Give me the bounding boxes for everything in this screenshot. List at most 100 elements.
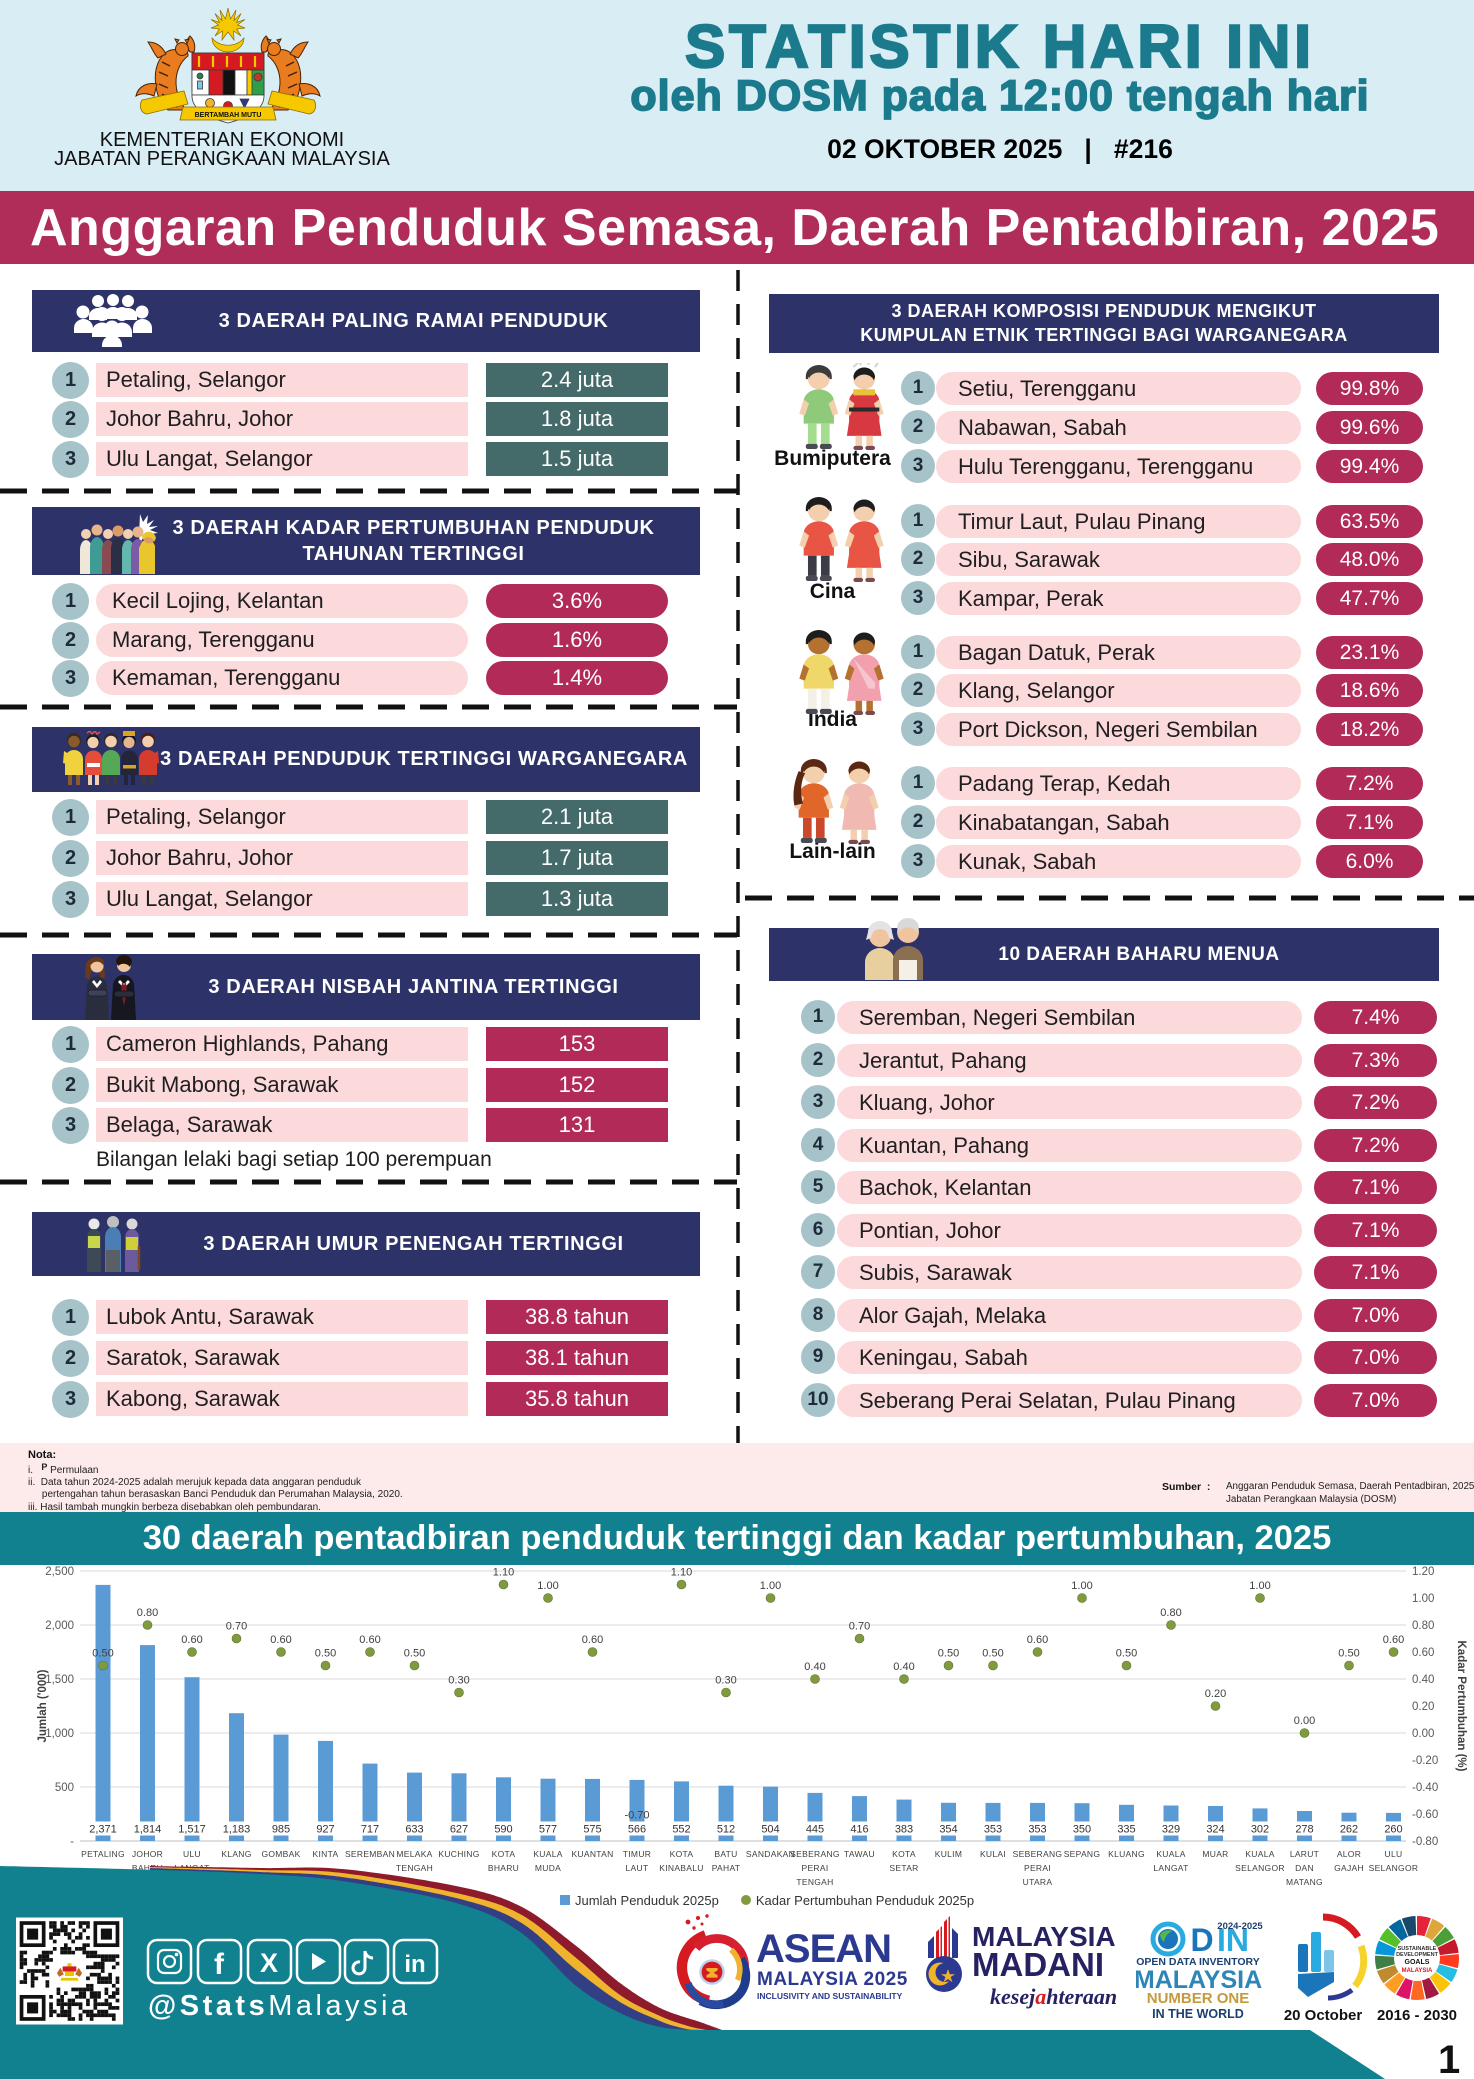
svg-text:0.20: 0.20 — [1205, 1688, 1226, 1700]
svg-text:2,500: 2,500 — [45, 1566, 74, 1578]
svg-text:504: 504 — [761, 1824, 779, 1836]
svg-text:PERAI: PERAI — [1024, 1863, 1051, 1873]
svg-text:TIMUR: TIMUR — [623, 1849, 651, 1859]
svg-text:0.60: 0.60 — [181, 1634, 202, 1646]
svg-text:JOHOR: JOHOR — [132, 1849, 163, 1859]
svg-text:SELANGOR: SELANGOR — [1235, 1863, 1285, 1873]
svg-text:0.70: 0.70 — [849, 1621, 870, 1633]
svg-text:INCLUSIVITY AND SUSTAINABILITY: INCLUSIVITY AND SUSTAINABILITY — [757, 1991, 903, 2001]
svg-text:ALOR: ALOR — [1337, 1849, 1361, 1859]
svg-text:383: 383 — [895, 1824, 913, 1836]
svg-text:KOTA: KOTA — [670, 1849, 694, 1859]
svg-text:353: 353 — [1028, 1824, 1046, 1836]
svg-text:0.60: 0.60 — [1383, 1634, 1404, 1646]
svg-text:D: D — [1190, 1922, 1213, 1958]
svg-text:329: 329 — [1162, 1824, 1180, 1836]
svg-text:KLUANG: KLUANG — [1108, 1849, 1145, 1859]
svg-text:2016 - 2030: 2016 - 2030 — [1377, 2007, 1457, 2024]
svg-text:KUANTAN: KUANTAN — [571, 1849, 613, 1859]
svg-text:2,000: 2,000 — [45, 1620, 74, 1632]
svg-text:PETALING: PETALING — [81, 1849, 125, 1859]
svg-text:0.60: 0.60 — [359, 1634, 380, 1646]
svg-text:0.50: 0.50 — [315, 1648, 336, 1660]
svg-text:-: - — [70, 1836, 74, 1848]
svg-text:512: 512 — [717, 1824, 735, 1836]
svg-text:GAJAH: GAJAH — [1334, 1863, 1364, 1873]
svg-text:-0.70: -0.70 — [624, 1810, 649, 1822]
svg-text:1.20: 1.20 — [1412, 1566, 1434, 1578]
svg-text:927: 927 — [316, 1824, 334, 1836]
svg-text:335: 335 — [1117, 1824, 1135, 1836]
svg-text:354: 354 — [939, 1824, 957, 1836]
svg-text:Kadar Pertumbuhan (%): Kadar Pertumbuhan (%) — [1455, 1641, 1467, 1772]
svg-text:LARUT: LARUT — [1290, 1849, 1319, 1859]
svg-text:278: 278 — [1295, 1824, 1313, 1836]
svg-text:KUALA: KUALA — [1156, 1849, 1185, 1859]
svg-text:1.00: 1.00 — [760, 1580, 781, 1592]
svg-text:416: 416 — [850, 1824, 868, 1836]
svg-text:IN: IN — [1217, 1922, 1249, 1958]
svg-text:SELANGOR: SELANGOR — [1369, 1863, 1419, 1873]
svg-text:627: 627 — [450, 1824, 468, 1836]
svg-text:0.40: 0.40 — [804, 1661, 825, 1673]
svg-text:MELAKA: MELAKA — [396, 1849, 432, 1859]
svg-text:TAWAU: TAWAU — [844, 1849, 875, 1859]
svg-text:KUALA: KUALA — [533, 1849, 562, 1859]
svg-text:SEBERANG: SEBERANG — [1013, 1849, 1063, 1859]
svg-text:TENGAH: TENGAH — [796, 1877, 833, 1887]
svg-text:-0.60: -0.60 — [1412, 1809, 1438, 1821]
svg-text:0.30: 0.30 — [715, 1675, 736, 1687]
svg-text:0.40: 0.40 — [893, 1661, 914, 1673]
svg-text:350: 350 — [1073, 1824, 1091, 1836]
svg-text:TENGAH: TENGAH — [396, 1863, 433, 1873]
svg-text:kesejahteraan: kesejahteraan — [990, 1984, 1117, 2009]
svg-text:1,000: 1,000 — [45, 1728, 74, 1740]
svg-text:MALAYSIA: MALAYSIA — [1136, 1966, 1262, 1994]
svg-text:590: 590 — [494, 1824, 512, 1836]
svg-text:BAHRU: BAHRU — [132, 1863, 163, 1873]
svg-text:-0.20: -0.20 — [1412, 1755, 1438, 1767]
svg-text:445: 445 — [806, 1824, 824, 1836]
svg-text:1,500: 1,500 — [45, 1674, 74, 1686]
svg-text:0.50: 0.50 — [1116, 1648, 1137, 1660]
svg-text:324: 324 — [1206, 1824, 1224, 1836]
svg-text:SEPANG: SEPANG — [1064, 1849, 1101, 1859]
svg-text:0.20: 0.20 — [1412, 1701, 1434, 1713]
svg-text:575: 575 — [583, 1824, 601, 1836]
svg-text:0.50: 0.50 — [92, 1648, 113, 1660]
svg-text:20 October: 20 October — [1284, 2007, 1363, 2024]
svg-text:KINTA: KINTA — [313, 1849, 339, 1859]
svg-text:SUSTAINABLE: SUSTAINABLE — [1398, 1946, 1437, 1952]
svg-text:BATU: BATU — [714, 1849, 737, 1859]
svg-text:DAN: DAN — [1295, 1863, 1314, 1873]
svg-text:NUMBER ONE: NUMBER ONE — [1147, 1990, 1250, 2007]
svg-text:0.30: 0.30 — [448, 1675, 469, 1687]
svg-text:DEVELOPMENT: DEVELOPMENT — [1396, 1952, 1439, 1958]
svg-text:577: 577 — [539, 1824, 557, 1836]
svg-text:1.10: 1.10 — [493, 1567, 514, 1579]
svg-text:552: 552 — [672, 1824, 690, 1836]
svg-text:717: 717 — [361, 1824, 379, 1836]
svg-text:0.60: 0.60 — [1412, 1647, 1434, 1659]
svg-text:1.00: 1.00 — [1249, 1580, 1270, 1592]
svg-text:LANGAT: LANGAT — [1153, 1863, 1188, 1873]
svg-text:0.50: 0.50 — [404, 1648, 425, 1660]
svg-text:0.70: 0.70 — [226, 1621, 247, 1633]
svg-text:353: 353 — [984, 1824, 1002, 1836]
svg-text:0.60: 0.60 — [270, 1634, 291, 1646]
svg-text:SEBERANG: SEBERANG — [790, 1849, 840, 1859]
svg-text:MALAYSIA: MALAYSIA — [1402, 1968, 1433, 1974]
svg-text:MADANI: MADANI — [972, 1946, 1104, 1983]
svg-text:-0.40: -0.40 — [1412, 1782, 1438, 1794]
svg-text:IN THE WORLD: IN THE WORLD — [1152, 2007, 1244, 2021]
svg-text:KOTA: KOTA — [492, 1849, 516, 1859]
svg-text:KULIM: KULIM — [935, 1849, 962, 1859]
svg-text:1.10: 1.10 — [671, 1567, 692, 1579]
svg-text:0.50: 0.50 — [938, 1648, 959, 1660]
svg-text:1.00: 1.00 — [537, 1580, 558, 1592]
svg-text:0.00: 0.00 — [1412, 1728, 1434, 1740]
svg-text:-0.80: -0.80 — [1412, 1836, 1438, 1848]
svg-text:0.80: 0.80 — [137, 1607, 158, 1619]
svg-text:GOALS: GOALS — [1405, 1959, 1430, 1966]
svg-text:0.80: 0.80 — [1412, 1620, 1434, 1632]
